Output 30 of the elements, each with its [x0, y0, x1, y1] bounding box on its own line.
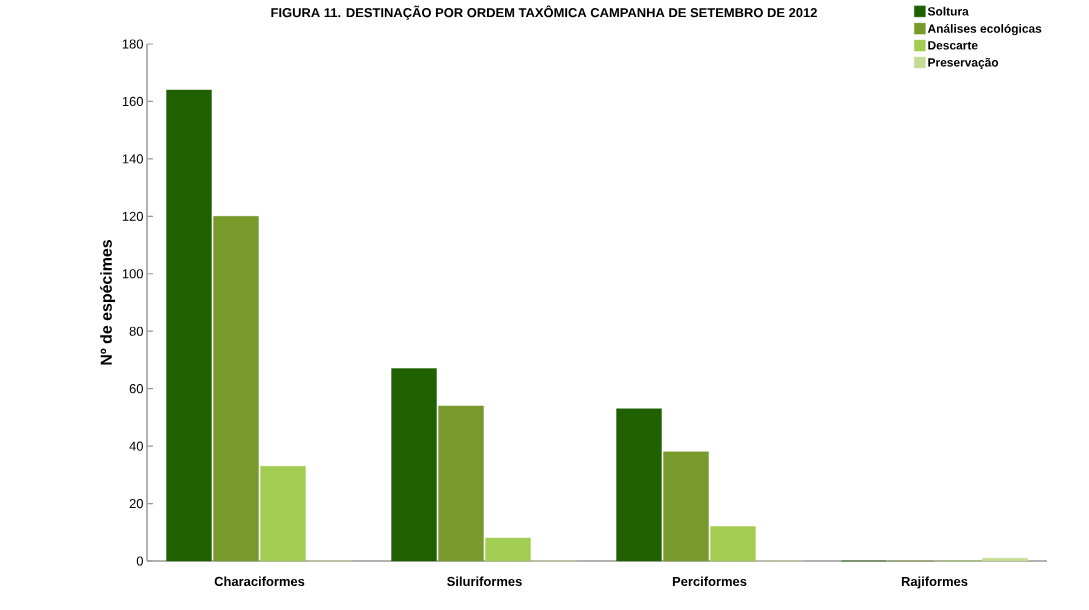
bar — [616, 408, 662, 562]
y-tick-label: 160 — [122, 96, 143, 107]
bar — [166, 89, 212, 562]
bar — [485, 537, 531, 562]
legend-label: Soltura — [927, 6, 969, 16]
y-tick-label: 60 — [129, 384, 143, 394]
bar — [438, 405, 484, 562]
y-tick-label: 0 — [136, 556, 143, 566]
y-tick-label: 100 — [122, 269, 143, 279]
y-tick-label: 120 — [122, 211, 143, 221]
legend-label: Descarte — [928, 41, 978, 50]
y-tick-label: 40 — [129, 441, 143, 451]
x-tick-label: Characiformes — [214, 576, 305, 587]
legend-label: Análises ecológicas — [927, 23, 1042, 36]
y-axis-title: Nº de espécimes — [100, 240, 116, 365]
y-tick-label: 20 — [129, 498, 143, 509]
bar — [213, 216, 259, 562]
y-tick-label: 140 — [122, 154, 143, 164]
bar — [663, 451, 709, 562]
legend-label: Preservação — [928, 57, 999, 70]
x-tick-label: Rajiformes — [901, 576, 968, 589]
y-tick-label: 80 — [129, 326, 143, 336]
x-tick-label: Perciformes — [672, 576, 747, 587]
bar — [391, 368, 437, 562]
chart-title: FIGURA 11. DESTINAÇÃO POR ORDEM TAXÔMICA CAMPANHA DE SETEMBRO DE 2012 — [271, 5, 817, 20]
bar — [260, 466, 306, 562]
y-tick-label: 180 — [122, 39, 143, 49]
x-tick-label: Siluriformes — [447, 576, 522, 587]
bar — [710, 526, 756, 562]
bar — [982, 557, 1028, 562]
